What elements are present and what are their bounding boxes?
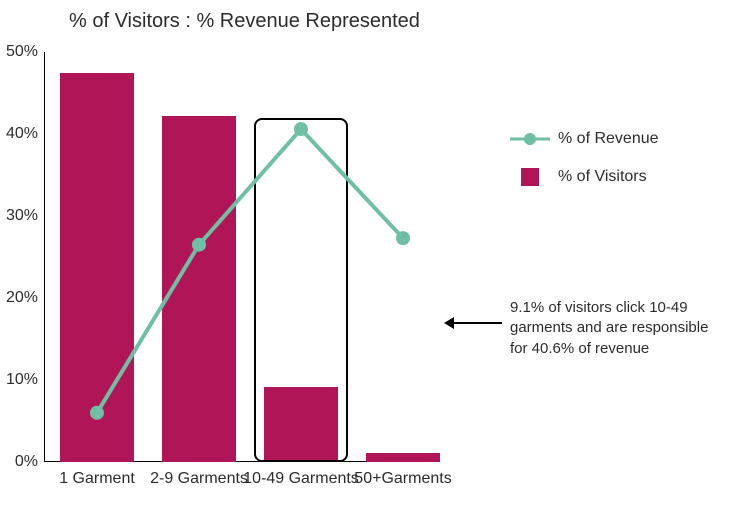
legend-label-revenue: % of Revenue [558,130,659,148]
revenue-marker-1 [192,238,206,252]
y-tick-5: 50% [0,43,38,61]
chart-title: % of Visitors : % Revenue Represented [69,10,420,33]
legend-item-visitors: % of Visitors [510,166,659,188]
x-tick-0: 1 Garment [59,470,135,488]
legend-item-revenue: % of Revenue [510,128,659,150]
chart-stage: % of Visitors : % Revenue Represented 0%… [0,0,747,508]
x-tick-1: 2-9 Garments [150,470,248,488]
legend-bar-sample [521,168,539,186]
legend-label-visitors: % of Visitors [558,168,647,186]
x-tick-2: 10-49 Garments [243,470,359,488]
y-tick-3: 30% [0,207,38,225]
revenue-line [97,129,403,413]
revenue-marker-3 [396,231,410,245]
y-tick-2: 20% [0,289,38,307]
callout-arrow-icon [444,317,454,329]
revenue-marker-0 [90,406,104,420]
legend-line-sample [510,128,550,150]
annotation-line-1: garments and are responsible [510,318,708,338]
legend: % of Revenue % of Visitors [510,128,659,204]
x-tick-3: 50+Garments [354,470,451,488]
y-tick-1: 10% [0,371,38,389]
line-series-layer [44,52,440,462]
revenue-marker-2 [294,122,308,136]
callout-line [452,322,502,324]
annotation-line-2: for 40.6% of revenue [510,339,708,359]
plot-area [44,52,440,462]
y-tick-4: 40% [0,125,38,143]
annotation-line-0: 9.1% of visitors click 10-49 [510,298,708,318]
y-tick-0: 0% [0,453,38,471]
annotation-text: 9.1% of visitors click 10-49 garments an… [510,298,708,359]
